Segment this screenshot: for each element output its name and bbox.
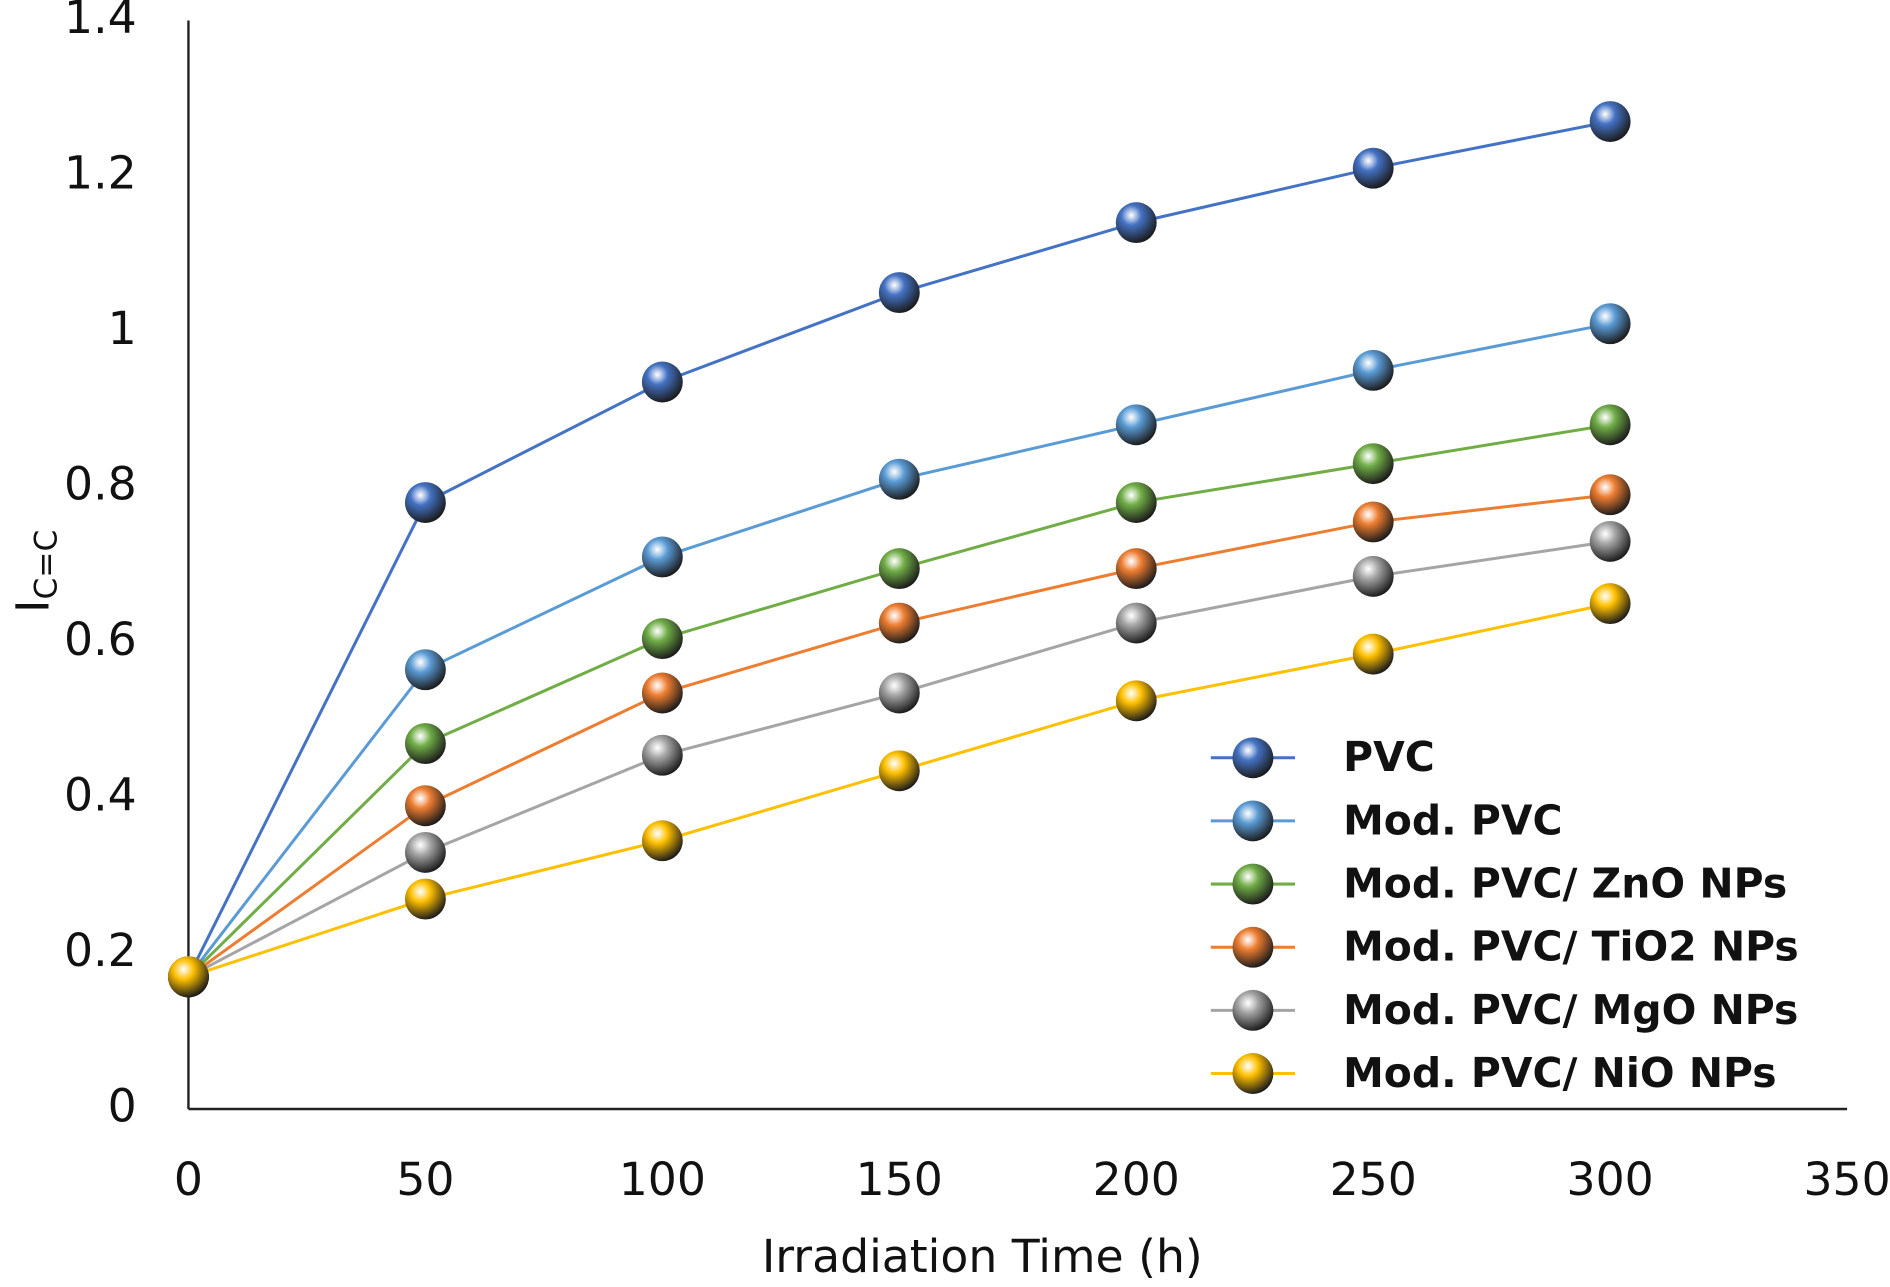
y-tick-label: 1.4 bbox=[64, 0, 137, 44]
x-tick-label: 0 bbox=[174, 1153, 203, 1206]
y-tick-label: 0.8 bbox=[64, 457, 137, 510]
data-point bbox=[167, 956, 209, 998]
legend-marker bbox=[1232, 737, 1274, 779]
data-point bbox=[404, 831, 446, 873]
data-point bbox=[1589, 583, 1631, 625]
data-point bbox=[878, 672, 920, 714]
data-point bbox=[1352, 349, 1394, 391]
data-point bbox=[1352, 147, 1394, 189]
data-point bbox=[641, 734, 683, 776]
data-point bbox=[1589, 474, 1631, 516]
x-tick-label: 50 bbox=[396, 1153, 454, 1206]
x-tick-label: 350 bbox=[1803, 1153, 1890, 1206]
y-tick-label: 1 bbox=[108, 302, 137, 355]
y-tick-label: 0.2 bbox=[64, 924, 137, 977]
x-axis-title: Irradiation Time (h) bbox=[762, 1230, 1203, 1283]
data-point bbox=[404, 878, 446, 920]
data-point bbox=[641, 361, 683, 403]
data-point bbox=[1115, 404, 1157, 446]
data-point bbox=[1115, 482, 1157, 523]
legend-marker bbox=[1232, 989, 1274, 1031]
data-point bbox=[1352, 555, 1394, 597]
data-point bbox=[1115, 548, 1157, 590]
data-point bbox=[1352, 443, 1394, 485]
x-tick-label: 300 bbox=[1567, 1153, 1654, 1206]
data-point bbox=[1589, 303, 1631, 345]
data-point bbox=[641, 536, 683, 578]
data-point bbox=[878, 458, 920, 500]
x-tick-label: 150 bbox=[856, 1153, 943, 1206]
data-point bbox=[1589, 520, 1631, 562]
legend-marker bbox=[1232, 863, 1274, 905]
legend-text: Mod. PVC/ NiO NPs bbox=[1343, 1049, 1777, 1097]
legend-marker bbox=[1232, 1053, 1274, 1094]
legend-text: Mod. PVC/ TiO2 NPs bbox=[1343, 923, 1799, 971]
data-point bbox=[1115, 680, 1157, 722]
data-point bbox=[404, 785, 446, 827]
data-point bbox=[641, 820, 683, 862]
data-point bbox=[1352, 633, 1394, 675]
x-tick-label: 100 bbox=[619, 1153, 706, 1206]
y-tick-label: 0.6 bbox=[64, 613, 137, 666]
data-point bbox=[1115, 602, 1157, 644]
data-point bbox=[1589, 101, 1631, 142]
data-point bbox=[1115, 202, 1157, 244]
legend-text: Mod. PVC bbox=[1343, 796, 1562, 844]
legend-text: Mod. PVC/ MgO NPs bbox=[1343, 986, 1798, 1034]
data-point bbox=[641, 618, 683, 660]
data-point bbox=[404, 723, 446, 764]
data-point bbox=[1352, 501, 1394, 543]
data-point bbox=[878, 548, 920, 590]
legend-text: PVC bbox=[1343, 733, 1435, 781]
y-tick-label: 0.4 bbox=[64, 768, 137, 821]
data-point bbox=[1589, 404, 1631, 446]
y-tick-label: 1.2 bbox=[64, 146, 137, 199]
data-point bbox=[878, 750, 920, 792]
data-point bbox=[404, 649, 446, 691]
x-tick-label: 250 bbox=[1330, 1153, 1417, 1206]
legend-text: Mod. PVC/ ZnO NPs bbox=[1343, 859, 1787, 907]
legend-marker bbox=[1232, 800, 1274, 842]
y-axis-title-main: I bbox=[6, 600, 59, 613]
y-axis-title: IC=C bbox=[6, 530, 65, 613]
data-point bbox=[404, 482, 446, 523]
data-point bbox=[641, 672, 683, 714]
y-tick-label: 0 bbox=[108, 1079, 137, 1132]
y-axis-title-sub: C=C bbox=[29, 530, 65, 600]
x-tick-label: 200 bbox=[1093, 1153, 1180, 1206]
legend-marker bbox=[1232, 926, 1274, 968]
data-point bbox=[878, 272, 920, 314]
data-point bbox=[878, 602, 920, 644]
